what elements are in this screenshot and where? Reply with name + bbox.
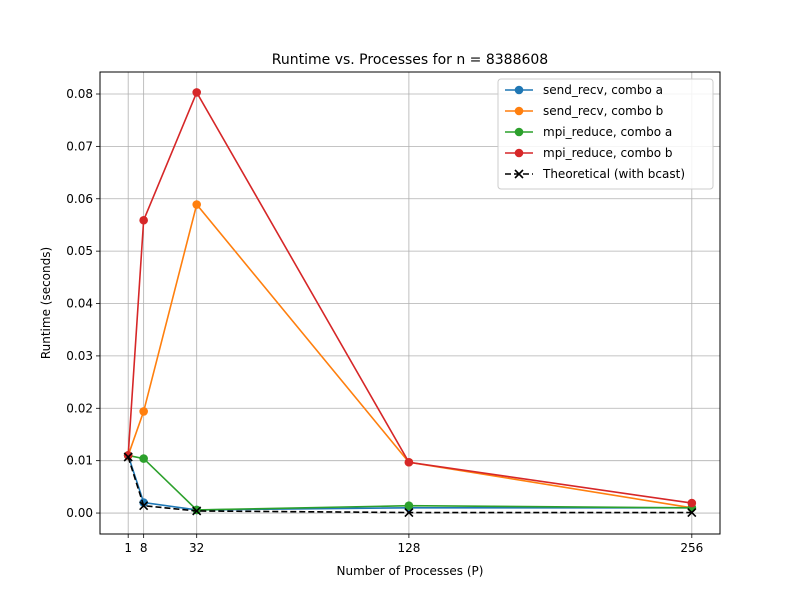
legend-marker-point (514, 85, 524, 95)
series-5-point (687, 507, 697, 518)
axis-ticks: 1 8 32 128 256 0.00 0.01 0.02 0.03 0.04 0.05 0.06 0.… (66, 87, 703, 555)
legend-item: Theoretical (with bcast) (505, 167, 685, 181)
series-3-point (139, 454, 148, 463)
y-tick-label: 0.02 (66, 401, 93, 415)
series-4-point (139, 215, 148, 225)
legend-label: send_recv, combo b (543, 104, 663, 118)
grid-lines (100, 72, 720, 534)
legend-item: mpi_reduce, combo b (505, 146, 673, 160)
legend: send_recv, combo a send_recv, combo b mpi_… (497, 78, 714, 190)
legend-label: send_recv, combo a (543, 83, 663, 97)
x-tick-label: 1 (124, 541, 132, 555)
legend-label: Theoretical (with bcast) (542, 167, 685, 181)
x-tick-label: 8 (140, 541, 148, 555)
legend-item: send_recv, combo a (505, 83, 663, 97)
x-axis-label: Number of Processes (P) (337, 564, 484, 578)
y-tick-label: 0.01 (66, 454, 93, 468)
y-axis-label: Runtime (seconds) (39, 247, 53, 359)
series-5 (123, 452, 697, 518)
legend-marker-point (514, 169, 524, 179)
x-tick-label: 256 (680, 541, 703, 555)
legend-item: send_recv, combo b (505, 104, 663, 118)
series-lines (123, 88, 697, 518)
y-tick-label: 0.00 (66, 506, 93, 520)
series-4-point (687, 498, 697, 508)
series-2-point (192, 200, 202, 209)
plot-frame (99, 71, 721, 535)
series-4 (123, 88, 697, 508)
series-2-point (139, 407, 148, 416)
series-5-point (404, 507, 414, 518)
legend-marker-point (514, 106, 524, 116)
series-5-point (123, 452, 133, 462)
y-tick-label: 0.08 (66, 87, 93, 101)
chart-title: Runtime vs. Processes for n = 8388608 (272, 52, 548, 68)
legend-label: mpi_reduce, combo a (543, 125, 672, 139)
series-5-point (192, 506, 202, 516)
legend-marker-point (514, 127, 524, 137)
legend-label: mpi_reduce, combo b (543, 146, 673, 160)
legend-item: mpi_reduce, combo a (505, 125, 672, 139)
y-tick-label: 0.06 (66, 192, 93, 206)
legend-box (497, 78, 714, 190)
legend-marker-point (514, 148, 524, 158)
y-tick-label: 0.04 (66, 297, 93, 311)
series-4-point (123, 451, 133, 460)
y-tick-label: 0.07 (66, 139, 93, 153)
series-5-point (139, 501, 149, 511)
series-4-point (404, 457, 414, 467)
y-tick-label: 0.03 (66, 349, 93, 363)
y-tick-label: 0.05 (66, 244, 93, 258)
series-3-point (404, 501, 414, 511)
series-4-point (192, 88, 202, 97)
x-tick-label: 128 (397, 541, 420, 555)
x-tick-label: 32 (189, 541, 204, 555)
